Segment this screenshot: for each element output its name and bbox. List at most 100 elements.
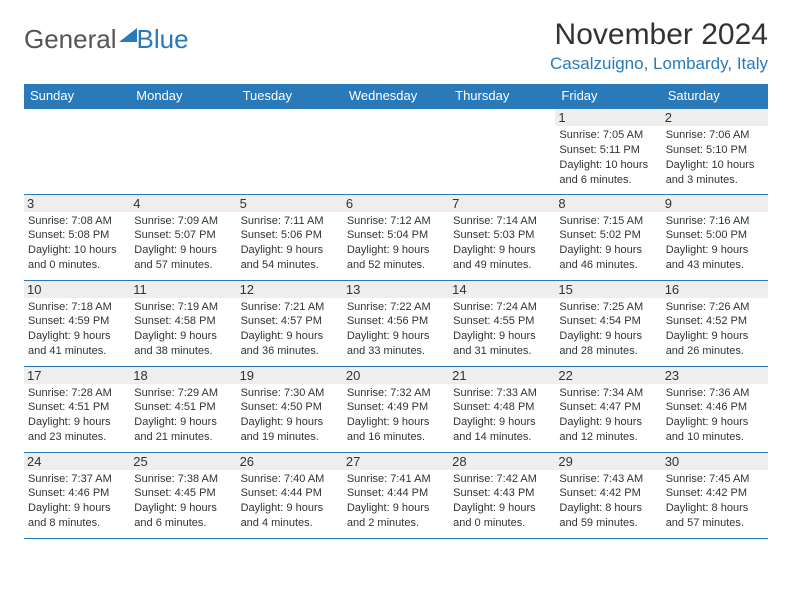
day-number: 10 (24, 281, 130, 298)
calendar-cell: 27 Sunrise: 7:41 AMSunset: 4:44 PMDayligh… (343, 452, 449, 538)
calendar-cell: 23Sunrise: 7:36 AMSunset: 4:46 PMDayligh… (662, 366, 768, 452)
day-number: 19 (237, 367, 343, 384)
calendar-cell: 29 Sunrise: 7:43 AMSunset: 4:42 PMDayligh… (555, 452, 661, 538)
calendar-cell: 21Sunrise: 7:33 AMSunset: 4:48 PMDayligh… (449, 366, 555, 452)
calendar-cell: 16 Sunrise: 7:26 AMSunset: 4:52 PMDayligh… (662, 280, 768, 366)
day-details: Sunrise: 7:05 AMSunset: 5:11 PMDaylight:… (559, 128, 657, 187)
day-details: Sunrise: 7:06 AMSunset: 5:10 PMDaylight:… (666, 128, 764, 187)
day-number: 1 (555, 109, 661, 126)
day-details: Sunrise: 7:38 AMSunset: 4:45 PMDaylight:… (134, 472, 232, 531)
day-number: 17 (24, 367, 130, 384)
day-number: 7 (449, 195, 555, 212)
calendar-cell: 8 Sunrise: 7:15 AMSunset: 5:02 PMDaylight… (555, 194, 661, 280)
day-details: Sunrise: 7:40 AMSunset: 4:44 PMDaylight:… (241, 472, 339, 531)
calendar-cell: 22Sunrise: 7:34 AMSunset: 4:47 PMDayligh… (555, 366, 661, 452)
day-details: Sunrise: 7:43 AMSunset: 4:42 PMDaylight:… (559, 472, 657, 531)
calendar-cell: 6 Sunrise: 7:12 AMSunset: 5:04 PMDaylight… (343, 194, 449, 280)
calendar-row: 17 Sunrise: 7:28 AMSunset: 4:51 PMDayligh… (24, 366, 768, 452)
calendar-row: 10 Sunrise: 7:18 AMSunset: 4:59 PMDayligh… (24, 280, 768, 366)
day-number: 25 (130, 453, 236, 470)
day-number: 11 (130, 281, 236, 298)
calendar-cell: 13 Sunrise: 7:22 AMSunset: 4:56 PMDayligh… (343, 280, 449, 366)
day-details: Sunrise: 7:25 AMSunset: 4:54 PMDaylight:… (559, 300, 657, 359)
day-details: Sunrise: 7:32 AMSunset: 4:49 PMDaylight:… (347, 386, 445, 445)
day-number: 28 (449, 453, 555, 470)
month-title: November 2024 (550, 18, 768, 52)
day-number: 13 (343, 281, 449, 298)
day-details: Sunrise: 7:28 AMSunset: 4:51 PMDaylight:… (28, 386, 126, 445)
weekday-header: Sunday (24, 84, 130, 108)
calendar-cell: 18 Sunrise: 7:29 AMSunset: 4:51 PMDayligh… (130, 366, 236, 452)
day-details: Sunrise: 7:15 AMSunset: 5:02 PMDaylight:… (559, 214, 657, 273)
weekday-header: Saturday (662, 84, 768, 108)
day-details: Sunrise: 7:41 AMSunset: 4:44 PMDaylight:… (347, 472, 445, 531)
day-details: Sunrise: 7:09 AMSunset: 5:07 PMDaylight:… (134, 214, 232, 273)
calendar-cell: 2 Sunrise: 7:06 AMSunset: 5:10 PMDaylight… (662, 108, 768, 194)
day-details: Sunrise: 7:19 AMSunset: 4:58 PMDaylight:… (134, 300, 232, 359)
day-number: 4 (130, 195, 236, 212)
day-number: 18 (130, 367, 236, 384)
calendar-cell: 24 Sunrise: 7:37 AMSunset: 4:46 PMDayligh… (24, 452, 130, 538)
day-details: Sunrise: 7:34 AMSunset: 4:47 PMDaylight:… (559, 386, 657, 445)
day-details: Sunrise: 7:26 AMSunset: 4:52 PMDaylight:… (666, 300, 764, 359)
day-details: Sunrise: 7:33 AMSunset: 4:48 PMDaylight:… (453, 386, 551, 445)
calendar-row: .....1Sunrise: 7:05 AMSunset: 5:11 PMDay… (24, 108, 768, 194)
calendar-cell: 11 Sunrise: 7:19 AMSunset: 4:58 PMDayligh… (130, 280, 236, 366)
day-details: Sunrise: 7:30 AMSunset: 4:50 PMDaylight:… (241, 386, 339, 445)
calendar-table: Sunday Monday Tuesday Wednesday Thursday… (24, 84, 768, 539)
day-number: 9 (662, 195, 768, 212)
calendar-cell: . (237, 108, 343, 194)
calendar-cell: 14Sunrise: 7:24 AMSunset: 4:55 PMDayligh… (449, 280, 555, 366)
day-details: Sunrise: 7:12 AMSunset: 5:04 PMDaylight:… (347, 214, 445, 273)
day-details: Sunrise: 7:45 AMSunset: 4:42 PMDaylight:… (666, 472, 764, 531)
day-number: 2 (662, 109, 768, 126)
day-number: 5 (237, 195, 343, 212)
calendar-cell: 25 Sunrise: 7:38 AMSunset: 4:45 PMDayligh… (130, 452, 236, 538)
day-details: Sunrise: 7:16 AMSunset: 5:00 PMDaylight:… (666, 214, 764, 273)
logo-word-2: Blue (137, 24, 189, 55)
calendar-row: 3Sunrise: 7:08 AMSunset: 5:08 PMDaylight… (24, 194, 768, 280)
calendar-cell: 30Sunrise: 7:45 AMSunset: 4:42 PMDayligh… (662, 452, 768, 538)
weekday-header: Wednesday (343, 84, 449, 108)
day-number: 27 (343, 453, 449, 470)
day-details: Sunrise: 7:24 AMSunset: 4:55 PMDaylight:… (453, 300, 551, 359)
calendar-cell: 26 Sunrise: 7:40 AMSunset: 4:44 PMDayligh… (237, 452, 343, 538)
day-number: 15 (555, 281, 661, 298)
location: Casalzuigno, Lombardy, Italy (550, 54, 768, 74)
day-number: 23 (662, 367, 768, 384)
day-details: Sunrise: 7:18 AMSunset: 4:59 PMDaylight:… (28, 300, 126, 359)
logo: General Blue (24, 18, 189, 55)
weekday-header-row: Sunday Monday Tuesday Wednesday Thursday… (24, 84, 768, 108)
logo-triangle-icon (119, 28, 137, 42)
calendar-cell: . (343, 108, 449, 194)
day-details: Sunrise: 7:29 AMSunset: 4:51 PMDaylight:… (134, 386, 232, 445)
weekday-header: Monday (130, 84, 236, 108)
calendar-cell: 7 Sunrise: 7:14 AMSunset: 5:03 PMDaylight… (449, 194, 555, 280)
header: General Blue November 2024 Casalzuigno, … (24, 18, 768, 74)
calendar-cell: 1 Sunrise: 7:05 AMSunset: 5:11 PMDaylight… (555, 108, 661, 194)
calendar-cell: 3Sunrise: 7:08 AMSunset: 5:08 PMDaylight… (24, 194, 130, 280)
calendar-cell: 28 Sunrise: 7:42 AMSunset: 4:43 PMDayligh… (449, 452, 555, 538)
day-details: Sunrise: 7:42 AMSunset: 4:43 PMDaylight:… (453, 472, 551, 531)
calendar-cell: 4 Sunrise: 7:09 AMSunset: 5:07 PMDaylight… (130, 194, 236, 280)
day-number: 24 (24, 453, 130, 470)
day-number: 12 (237, 281, 343, 298)
day-number: 26 (237, 453, 343, 470)
day-details: Sunrise: 7:11 AMSunset: 5:06 PMDaylight:… (241, 214, 339, 273)
weekday-header: Tuesday (237, 84, 343, 108)
day-number: 6 (343, 195, 449, 212)
calendar-cell: . (24, 108, 130, 194)
day-number: 8 (555, 195, 661, 212)
calendar-cell: . (130, 108, 236, 194)
day-number: 16 (662, 281, 768, 298)
calendar-cell: 15 Sunrise: 7:25 AMSunset: 4:54 PMDayligh… (555, 280, 661, 366)
calendar-cell: 20 Sunrise: 7:32 AMSunset: 4:49 PMDayligh… (343, 366, 449, 452)
day-number: 20 (343, 367, 449, 384)
day-details: Sunrise: 7:37 AMSunset: 4:46 PMDaylight:… (28, 472, 126, 531)
day-details: Sunrise: 7:08 AMSunset: 5:08 PMDaylight:… (28, 214, 126, 273)
day-number: 29 (555, 453, 661, 470)
weekday-header: Thursday (449, 84, 555, 108)
day-details: Sunrise: 7:14 AMSunset: 5:03 PMDaylight:… (453, 214, 551, 273)
day-details: Sunrise: 7:22 AMSunset: 4:56 PMDaylight:… (347, 300, 445, 359)
weekday-header: Friday (555, 84, 661, 108)
